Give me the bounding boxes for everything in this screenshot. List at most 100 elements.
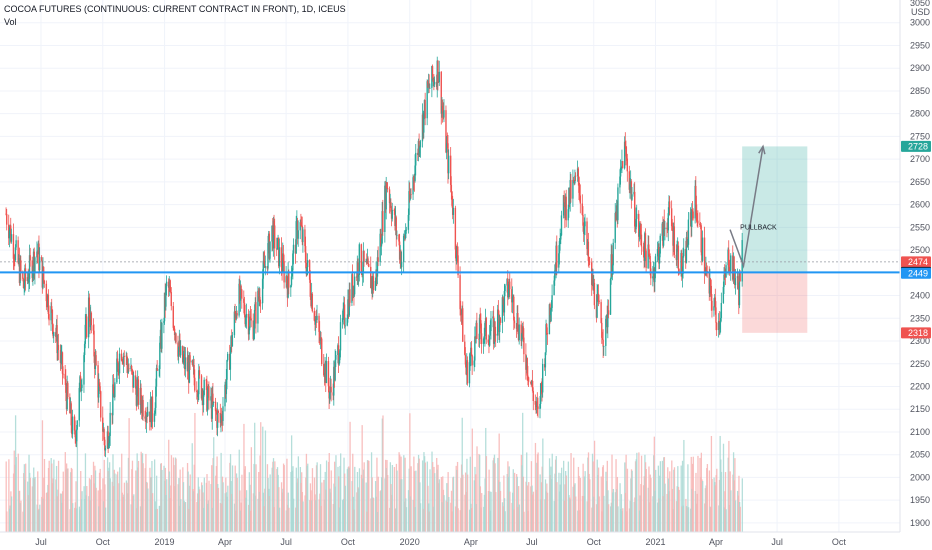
- candle-body: [527, 375, 529, 378]
- volume-bar: [556, 482, 558, 532]
- candle-body: [581, 203, 584, 215]
- candle-body: [48, 314, 50, 321]
- volume-bar: [606, 460, 608, 532]
- candle-body: [177, 347, 180, 357]
- volume-bar: [325, 489, 327, 532]
- candle-body: [496, 309, 499, 336]
- volume-bar: [634, 461, 637, 532]
- candle-body: [429, 87, 431, 89]
- candle-body: [56, 325, 58, 354]
- volume-bar: [29, 472, 31, 532]
- candle-body: [544, 352, 547, 368]
- volume-bar: [419, 503, 422, 532]
- candle-body: [316, 315, 318, 320]
- volume-bar: [213, 437, 215, 532]
- volume-bar: [466, 474, 469, 532]
- volume-bar: [227, 485, 229, 532]
- candle-body: [724, 274, 726, 276]
- volume-bar: [321, 482, 323, 532]
- volume-bar: [122, 496, 124, 532]
- volume-bar: [215, 475, 217, 532]
- candle-body: [13, 258, 15, 260]
- volume-bar: [527, 511, 529, 532]
- volume-bar: [33, 467, 35, 532]
- candle-body: [662, 220, 665, 246]
- candle-body: [147, 411, 149, 416]
- volume-bar: [479, 486, 482, 532]
- candle-body: [280, 247, 283, 268]
- volume-bar: [160, 463, 162, 532]
- candle-body: [367, 258, 369, 264]
- candle-body: [116, 358, 119, 363]
- volume-bar: [683, 439, 685, 532]
- volume-bar: [244, 466, 246, 532]
- volume-bar: [290, 471, 292, 532]
- volume-bar: [450, 502, 452, 532]
- volume-bar: [83, 486, 85, 532]
- candle-body: [501, 297, 504, 323]
- candle-body: [642, 246, 645, 252]
- volume-bar: [535, 489, 537, 532]
- volume-bar: [233, 503, 236, 532]
- candle-body: [713, 306, 715, 311]
- candle-body: [208, 386, 210, 401]
- volume-bar: [108, 462, 111, 532]
- candle-body: [398, 234, 400, 242]
- volume-bar: [565, 470, 567, 532]
- volume-bar: [577, 510, 579, 532]
- candle-body: [596, 295, 598, 318]
- volume-bar: [495, 492, 497, 532]
- volume-bar: [668, 491, 670, 532]
- candle-body: [64, 373, 66, 380]
- volume-bar: [320, 505, 322, 532]
- candle-body: [578, 192, 581, 196]
- volume-bar: [672, 509, 674, 532]
- candle-body: [262, 260, 264, 279]
- volume-bar: [428, 511, 430, 532]
- volume-bar: [131, 460, 134, 532]
- volume-bar: [554, 459, 557, 532]
- candle-body: [349, 289, 351, 303]
- candle-body: [233, 311, 236, 336]
- volume-bar: [710, 435, 713, 532]
- volume-bar: [696, 493, 698, 532]
- candle-body: [464, 341, 466, 355]
- volume-bar: [76, 429, 79, 532]
- candle-body: [108, 443, 110, 448]
- candle-body: [412, 177, 414, 195]
- volume-bar: [667, 478, 670, 532]
- volume-bar: [203, 477, 205, 532]
- volume-bar: [269, 474, 271, 532]
- volume-bar: [189, 474, 191, 532]
- volume-bar: [520, 454, 522, 532]
- volume-bar: [700, 452, 702, 532]
- x-tick-label: Jul: [280, 537, 292, 547]
- volume-bar: [113, 469, 115, 532]
- volume-bar: [28, 454, 30, 532]
- candle-body: [730, 255, 732, 271]
- candle-body: [253, 309, 256, 329]
- candle-body: [249, 316, 252, 319]
- volume-bar: [62, 471, 64, 532]
- volume-bar: [540, 482, 543, 532]
- candle-body: [297, 230, 299, 239]
- volume-bar: [624, 462, 626, 532]
- candle-body: [668, 201, 671, 209]
- volume-bar: [702, 481, 704, 532]
- currency-label: USD: [911, 7, 931, 17]
- volume-bar: [728, 440, 730, 532]
- volume-bar: [563, 500, 565, 532]
- volume-bar: [734, 458, 736, 532]
- volume-bar: [31, 486, 34, 532]
- candle-body: [175, 333, 177, 343]
- price-tag-label: 2318: [908, 328, 928, 338]
- volume-bar: [574, 483, 576, 532]
- candle-body: [663, 220, 665, 230]
- volume-bar: [628, 508, 631, 532]
- candle-body: [470, 347, 473, 356]
- volume-bar: [518, 504, 520, 532]
- candle-body: [269, 241, 271, 259]
- volume-bar: [593, 440, 596, 532]
- volume-bar: [706, 464, 709, 532]
